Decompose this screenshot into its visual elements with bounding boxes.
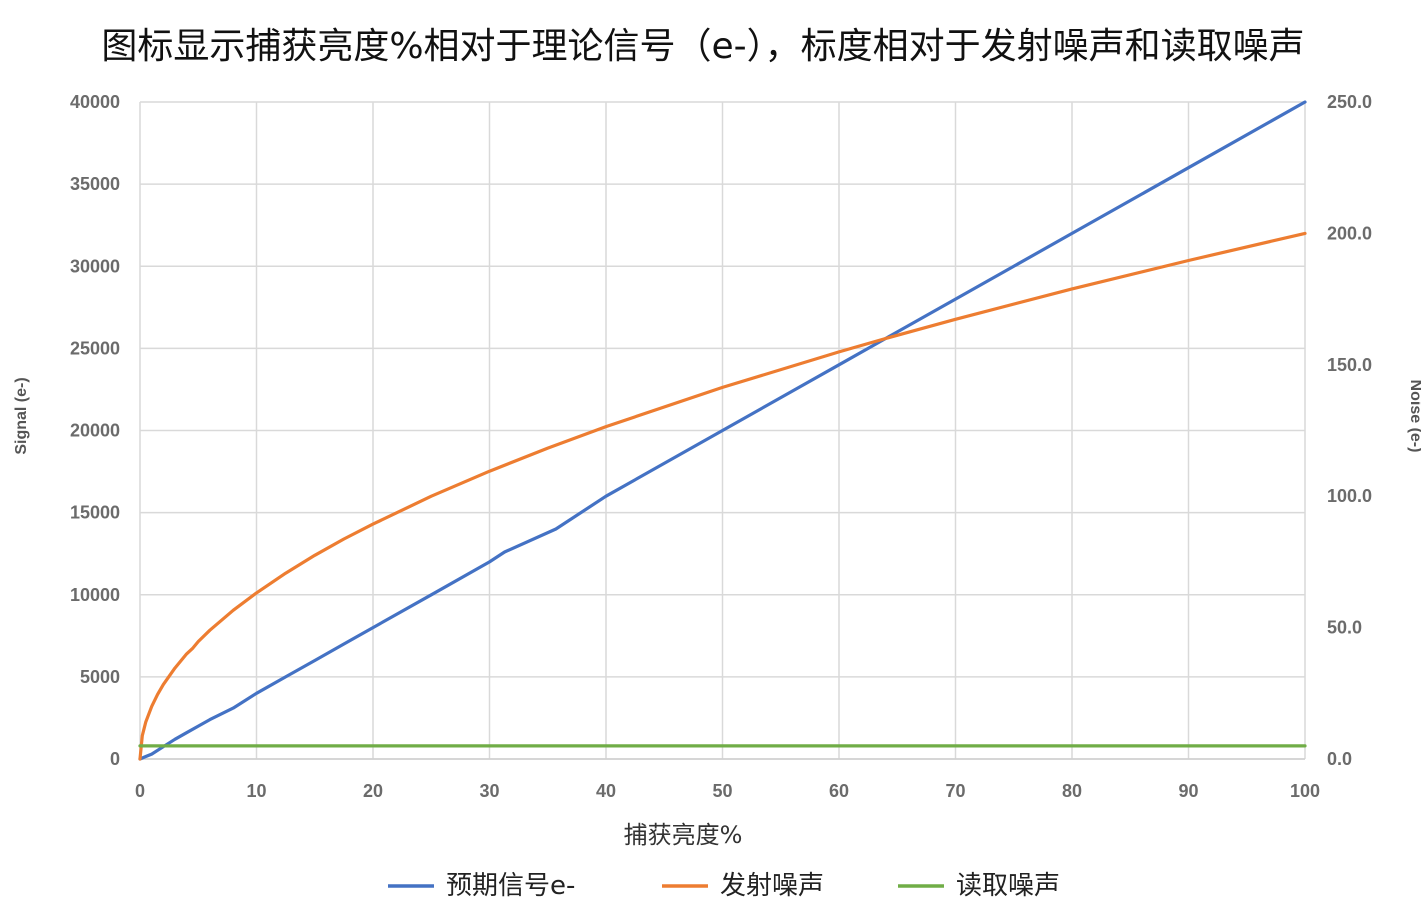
y2-tick-label: 150.0 — [1327, 355, 1372, 375]
y-tick-label: 15000 — [70, 503, 120, 523]
x-axis-ticks: 0 10 20 30 40 50 60 70 80 90 100 — [135, 781, 1320, 801]
legend: 预期信号e- 发射噪声 读取噪声 — [388, 871, 1060, 901]
legend-label-1: 发射噪声 — [720, 871, 824, 901]
x-tick-label: 40 — [596, 781, 616, 801]
y-tick-label: 25000 — [70, 338, 120, 358]
x-tick-label: 70 — [945, 781, 965, 801]
y2-tick-label: 0.0 — [1327, 749, 1352, 769]
y2-tick-label: 50.0 — [1327, 618, 1362, 638]
x-axis-label: 捕获亮度% — [624, 821, 743, 849]
y2-tick-label: 100.0 — [1327, 486, 1372, 506]
y2-tick-label: 200.0 — [1327, 223, 1372, 243]
series-line-0 — [138, 100, 1307, 761]
y2-axis-ticks: 0.0 50.0 100.0 150.0 200.0 250.0 — [1327, 92, 1372, 769]
y-tick-label: 40000 — [70, 92, 120, 112]
legend-label-0: 预期信号e- — [446, 871, 575, 901]
series-group — [138, 100, 1307, 761]
y-tick-label: 35000 — [70, 174, 120, 194]
x-tick-label: 30 — [479, 781, 499, 801]
y2-axis-label: Noise (e-) — [1407, 380, 1421, 453]
y2-tick-label: 250.0 — [1327, 92, 1372, 112]
x-tick-label: 10 — [246, 781, 266, 801]
y-tick-label: 5000 — [80, 667, 120, 687]
y-tick-label: 20000 — [70, 421, 120, 441]
series-line-1 — [138, 231, 1307, 761]
x-tick-label: 0 — [135, 781, 145, 801]
legend-label-2: 读取噪声 — [956, 871, 1060, 901]
y-tick-label: 10000 — [70, 585, 120, 605]
x-tick-label: 50 — [712, 781, 732, 801]
y-axis-ticks: 0 5000 10000 15000 20000 25000 30000 35000 40000 — [70, 92, 120, 769]
y-tick-label: 30000 — [70, 256, 120, 276]
x-tick-label: 60 — [829, 781, 849, 801]
y-axis-label: Signal (e-) — [13, 377, 30, 454]
y-tick-label: 0 — [110, 749, 120, 769]
chart-title: 图标显示捕获亮度%相对于理论信号（e-），标度相对于发射噪声和读取噪声 — [101, 26, 1304, 67]
x-tick-label: 100 — [1290, 781, 1320, 801]
x-tick-label: 90 — [1178, 781, 1198, 801]
x-tick-label: 20 — [363, 781, 383, 801]
x-tick-label: 80 — [1062, 781, 1082, 801]
